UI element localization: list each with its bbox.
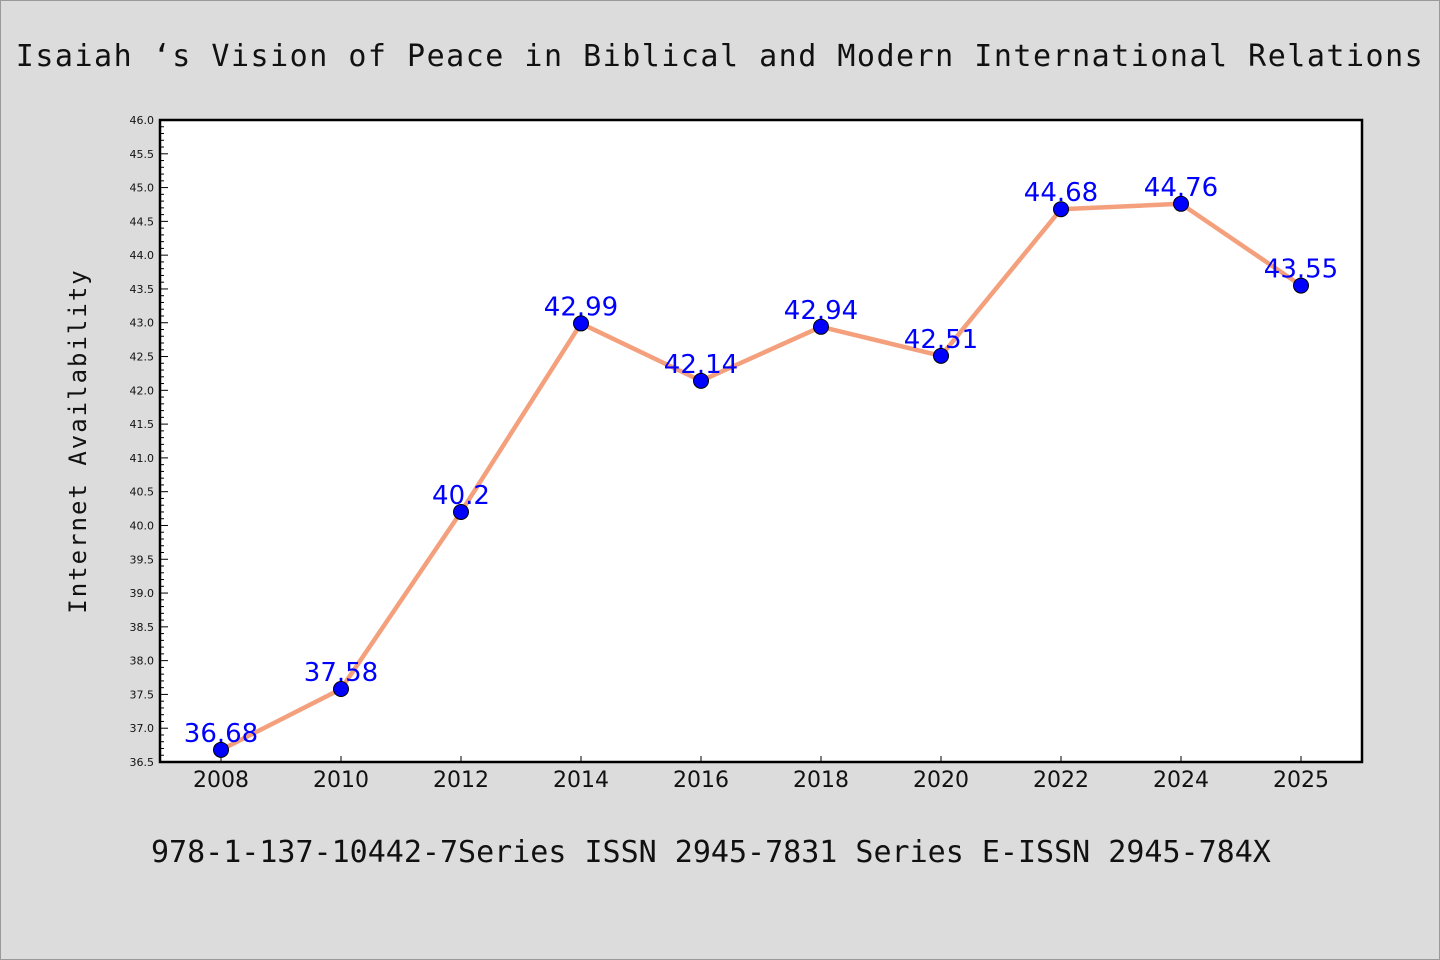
series-line — [218, 201, 1304, 753]
y-tick-label: 45.5 — [130, 148, 155, 161]
data-point — [573, 315, 589, 332]
y-tick-label: 41.0 — [130, 452, 155, 465]
y-tick-label: 42.5 — [130, 351, 155, 364]
data-label: 36.68 — [184, 719, 258, 749]
y-axis-label: Internet Availability — [64, 268, 92, 613]
data-point — [693, 372, 709, 389]
data-label: 42.14 — [664, 350, 738, 380]
x-tick-label: 2018 — [793, 768, 849, 793]
y-tick-label: 44.5 — [130, 215, 155, 228]
data-point — [1293, 277, 1309, 294]
x-tick-label: 2016 — [673, 768, 729, 793]
y-tick-label: 40.0 — [130, 519, 155, 532]
data-label: 43.55 — [1264, 255, 1338, 285]
x-tick-label: 2012 — [433, 768, 489, 793]
data-label: 42.51 — [904, 325, 978, 355]
chart-title: Isaiah ‘s Vision of Peace in Biblical an… — [15, 39, 1425, 74]
y-tick-label: 38.5 — [130, 621, 155, 634]
y-tick-label: 39.5 — [130, 553, 155, 566]
y-tick-label: 45.0 — [130, 182, 155, 195]
data-point — [333, 681, 349, 698]
data-label: 40.2 — [432, 481, 490, 511]
y-tick-label: 37.0 — [130, 722, 155, 735]
y-tick-label: 38.0 — [130, 655, 155, 668]
x-tick-label: 2022 — [1033, 768, 1089, 793]
data-label: 44.76 — [1144, 173, 1218, 203]
data-point — [453, 503, 469, 520]
x-tick-label: 2008 — [193, 768, 249, 793]
y-tick-label: 37.5 — [130, 688, 155, 701]
y-tick-label: 41.5 — [130, 418, 155, 431]
y-tick-label: 40.5 — [130, 486, 155, 499]
footer-isbn-text: 978-1-137-10442-7Series ISSN 2945-7831 S… — [151, 835, 1271, 870]
data-point — [1173, 195, 1189, 212]
y-tick-label: 36.5 — [130, 756, 155, 769]
x-tick-label: 2014 — [553, 768, 609, 793]
data-label: 42.99 — [544, 292, 618, 322]
y-tick-label: 43.5 — [130, 283, 155, 296]
y-tick-label: 43.0 — [130, 317, 155, 330]
data-label: 44.68 — [1024, 178, 1098, 208]
y-tick-label: 42.0 — [130, 384, 155, 397]
y-tick-label: 39.0 — [130, 587, 155, 600]
y-tick-label: 44.0 — [130, 249, 155, 262]
data-label: 42.94 — [784, 296, 858, 326]
data-point — [1053, 201, 1069, 218]
x-tick-label: 2010 — [313, 768, 369, 793]
y-tick-label: 46.0 — [130, 114, 155, 127]
x-tick-label: 2024 — [1153, 768, 1209, 793]
x-tick-label: 2025 — [1273, 768, 1329, 793]
plot-area — [160, 120, 1362, 762]
data-point — [933, 347, 949, 364]
data-label: 37.58 — [304, 658, 378, 688]
plot-frame — [158, 118, 1364, 764]
x-tick-label: 2020 — [913, 768, 969, 793]
data-point — [813, 318, 829, 335]
data-point — [213, 741, 229, 758]
